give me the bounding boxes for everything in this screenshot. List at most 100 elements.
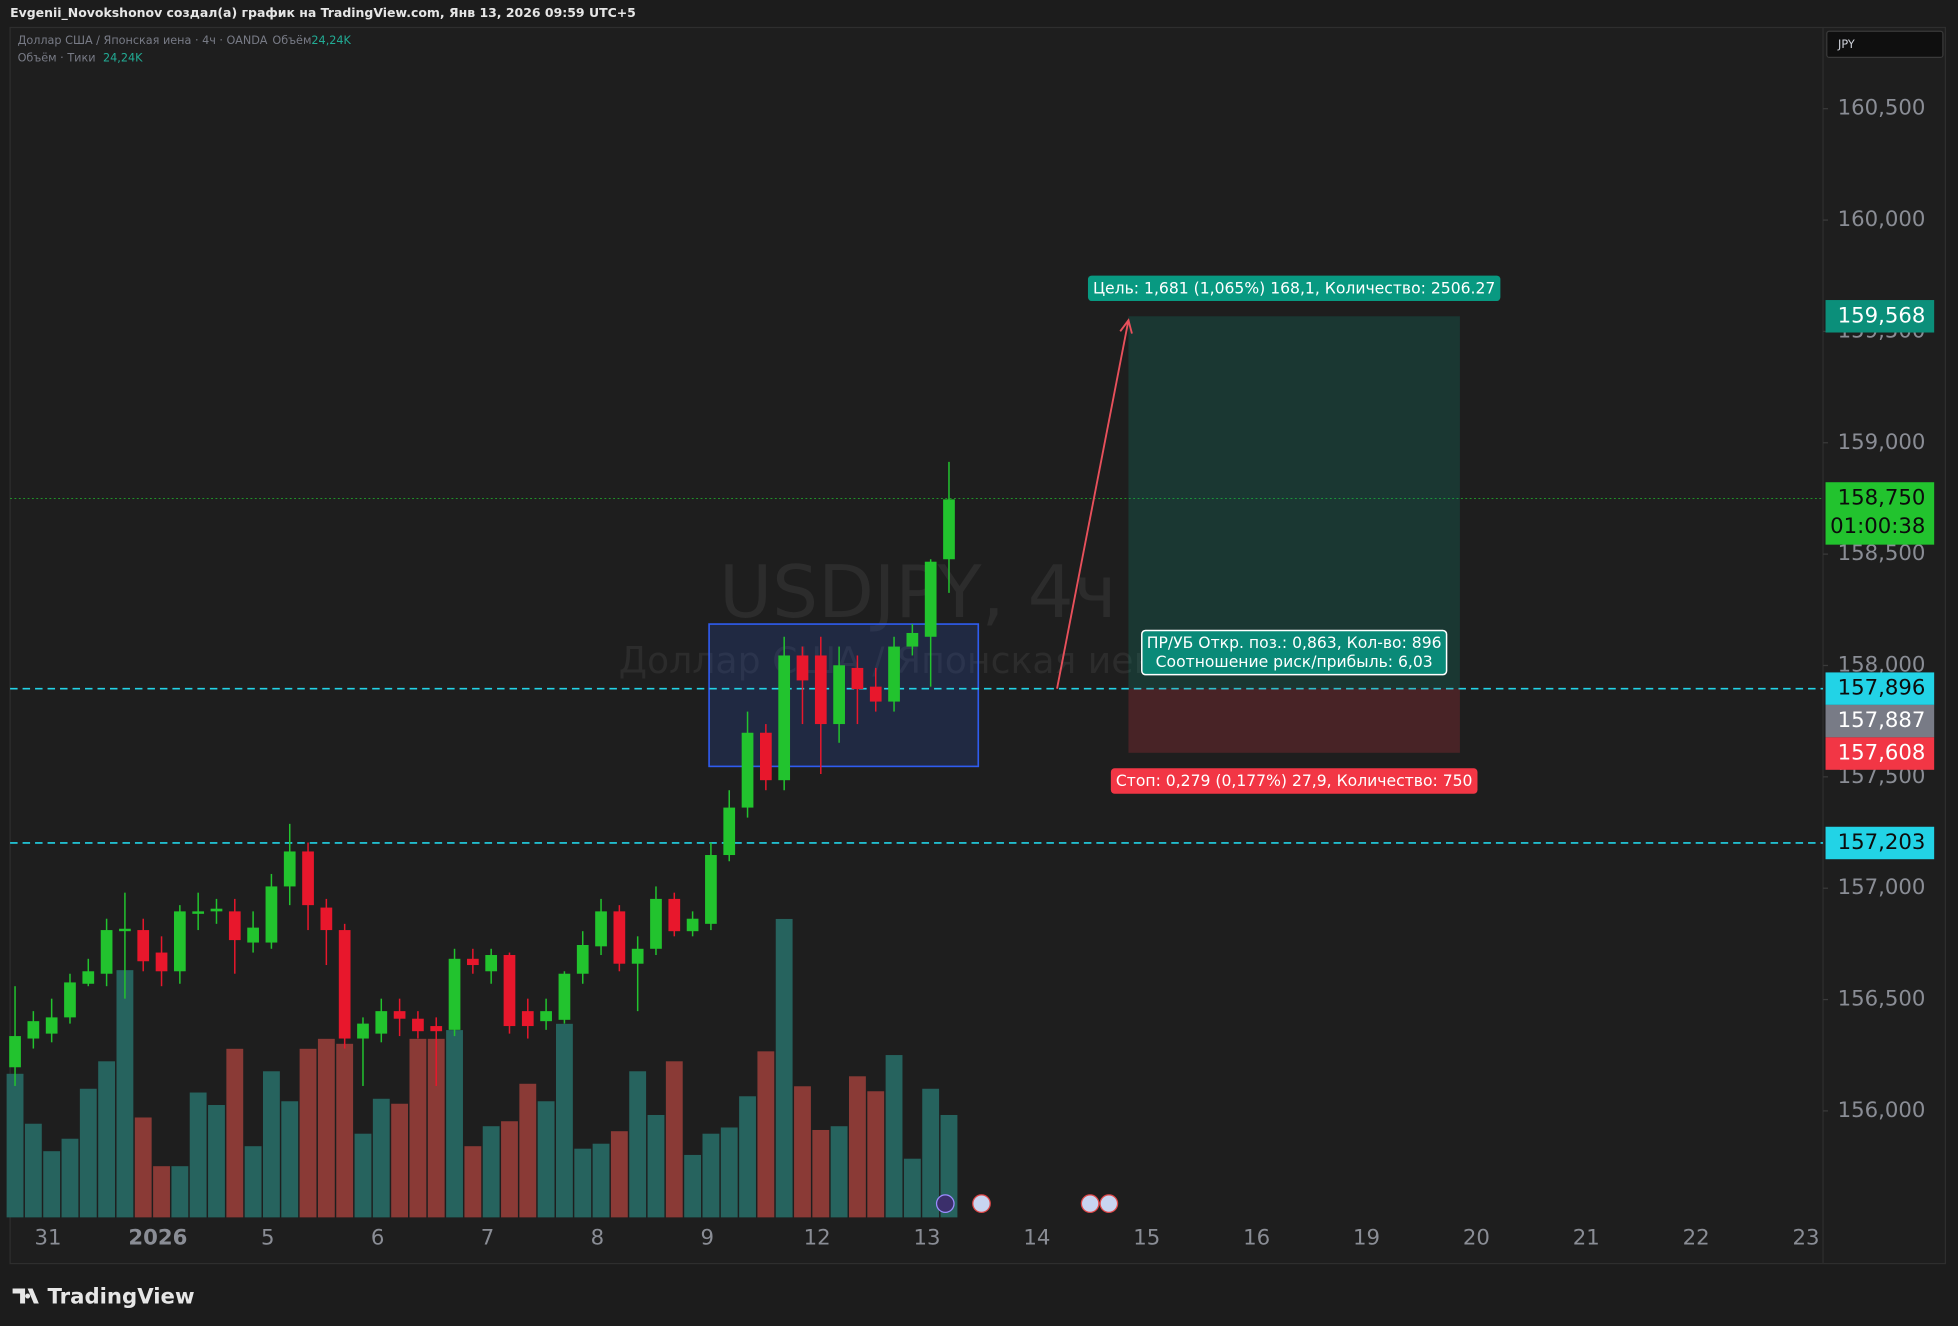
candle-body: [943, 499, 955, 560]
candle-body: [723, 807, 736, 856]
volume-bar: [610, 1131, 628, 1218]
volume-bar: [720, 1127, 738, 1218]
price-label-box: [1825, 704, 1935, 738]
volume-bar: [757, 1051, 775, 1218]
volume-bar: [501, 1121, 518, 1218]
candle-body: [668, 898, 681, 932]
volume-bar: [354, 1133, 372, 1218]
candle-body: [137, 930, 150, 962]
volume-bar: [153, 1166, 170, 1218]
candle-body: [503, 955, 516, 1027]
candle-body: [851, 667, 864, 690]
candle-body: [485, 955, 498, 972]
price-label: 157,887: [1838, 708, 1926, 733]
y-tick-label: 160,000: [1838, 207, 1926, 232]
x-tick-label: 13: [914, 1226, 941, 1251]
stop-label: Стоп: 0,279 (0,177%) 27,9, Количество: 7…: [1116, 772, 1473, 790]
volume-bar: [684, 1154, 702, 1218]
price-label: 157,203: [1838, 830, 1926, 855]
price-label: 157,896: [1838, 676, 1926, 701]
arrow-head: [1119, 318, 1133, 334]
candle-body: [45, 1017, 58, 1034]
candle-body: [283, 851, 296, 887]
y-tick-label: 157,000: [1838, 875, 1926, 900]
candle-body: [613, 911, 626, 964]
candle-body: [430, 1026, 443, 1032]
x-tick-label: 14: [1023, 1226, 1050, 1251]
price-countdown: 01:00:38: [1830, 514, 1925, 539]
volume-bar: [391, 1103, 409, 1218]
candle-body: [650, 898, 662, 949]
candle-body: [778, 655, 791, 781]
candle-body: [540, 1011, 552, 1022]
brand-logo: TradingView: [12, 1284, 195, 1309]
y-tick-label: 160,500: [1838, 96, 1926, 121]
candle-body: [705, 855, 717, 924]
candle-body: [796, 655, 809, 681]
volume-bar: [464, 1146, 482, 1218]
candle-body: [631, 948, 644, 964]
y-tick-label: 159,000: [1838, 430, 1926, 455]
candle-body: [119, 928, 131, 932]
price-label-box: [1825, 482, 1935, 545]
volume-bar: [922, 1088, 940, 1218]
y-tick-label: 158,500: [1838, 541, 1926, 566]
volume-bar: [592, 1143, 610, 1218]
x-tick-label: 5: [261, 1226, 275, 1251]
volume-bar: [171, 1166, 189, 1218]
x-tick-label: 8: [591, 1226, 605, 1251]
candle-body: [906, 632, 919, 647]
volume-bar: [116, 970, 134, 1218]
volume-bar: [629, 1071, 647, 1218]
volume-bar: [519, 1083, 537, 1218]
event-icon[interactable]: [935, 1194, 955, 1214]
volume-bar: [98, 1061, 116, 1218]
volume-bar: [647, 1114, 665, 1218]
volume-bar: [244, 1146, 262, 1218]
candle-body: [393, 1011, 406, 1019]
label-box: [1087, 275, 1501, 302]
volume-bar: [336, 1043, 354, 1218]
candle-body: [595, 911, 607, 947]
volume-bar: [702, 1133, 720, 1218]
volume-bar: [6, 1073, 24, 1218]
legend-indicator-value: 24,24K: [103, 52, 143, 65]
volume-bar: [427, 1038, 445, 1218]
legend-indicator: Объём · Тики: [18, 52, 96, 65]
price-label: 157,608: [1838, 741, 1926, 766]
candle-body: [338, 930, 351, 1039]
candle-body: [82, 971, 95, 984]
candle-body: [888, 646, 900, 702]
event-icon[interactable]: [972, 1194, 991, 1214]
currency-box[interactable]: [1826, 30, 1944, 59]
candle-body: [357, 1023, 369, 1039]
price-label-box: [1825, 672, 1935, 705]
candle-body: [192, 911, 205, 914]
candle-body: [448, 958, 461, 1030]
candle-body: [833, 665, 845, 725]
candle-body: [412, 1018, 424, 1032]
candle-body: [210, 908, 223, 912]
candle-body: [173, 911, 186, 972]
x-tick-label: 31: [34, 1226, 61, 1251]
event-icon[interactable]: [1080, 1194, 1100, 1214]
currency-label[interactable]: JPY: [1837, 38, 1855, 51]
candle-body: [27, 1021, 40, 1039]
volume-bar: [281, 1101, 299, 1218]
x-tick-label: 16: [1243, 1226, 1270, 1251]
event-icons: [935, 1194, 1119, 1214]
volume-bar: [43, 1151, 61, 1218]
candle-body: [155, 952, 168, 972]
volume-bar: [830, 1126, 848, 1218]
volume-bar: [299, 1048, 317, 1218]
price-label: 159,568: [1838, 303, 1926, 328]
legend-symbol: Доллар США / Японская иена · 4ч · OANDA: [18, 34, 268, 47]
event-icon[interactable]: [1099, 1194, 1119, 1214]
y-tick-label: 156,000: [1838, 1098, 1926, 1123]
price-label-box: [1825, 737, 1935, 770]
volume-bar: [79, 1088, 97, 1218]
candle-body: [100, 930, 113, 974]
loss-zone: [1128, 688, 1460, 753]
profit-zone: [1128, 316, 1460, 689]
